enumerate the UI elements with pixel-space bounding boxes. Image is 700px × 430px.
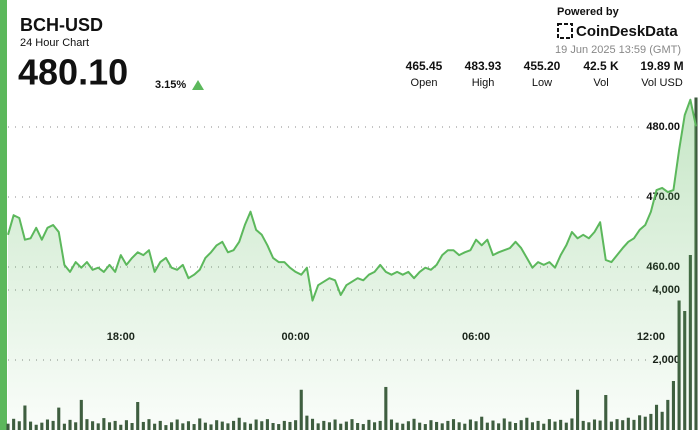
stat-value: 483.93 [465, 59, 502, 73]
up-arrow [192, 80, 204, 90]
price: 480.10 [18, 52, 128, 93]
powered-by: Powered by [557, 6, 620, 18]
price-area [8, 99, 696, 430]
timestamp: 19 Jun 2025 13:59 (GMT) [555, 44, 681, 56]
stat-label: High [472, 77, 495, 89]
plot: 460.00470.00480.002,0004,00018:0000:0006… [6, 97, 698, 430]
stat-value: 455.20 [524, 59, 561, 73]
accent-bar [0, 0, 7, 430]
stat-value: 465.45 [406, 59, 443, 73]
price-line [7, 98, 697, 302]
logo-icon [557, 23, 573, 39]
stat-value: 42.5 K [583, 59, 619, 73]
stat-label: Vol USD [641, 77, 683, 89]
change: 3.15% [155, 79, 186, 91]
y-tick-label: 480.00 [646, 121, 680, 133]
brand: CoinDeskData [576, 23, 678, 40]
stats: 465.45 Open 483.93 High 455.20 Low 42.5 K Vol 19… [406, 59, 684, 89]
stat-label: Vol [593, 77, 608, 89]
stat-value: 19.89 M [640, 59, 683, 73]
stat-label: Open [411, 77, 438, 89]
stat-label: Low [532, 77, 552, 89]
subtitle: 24 Hour Chart [20, 37, 89, 49]
title: BCH-USD [20, 15, 103, 35]
